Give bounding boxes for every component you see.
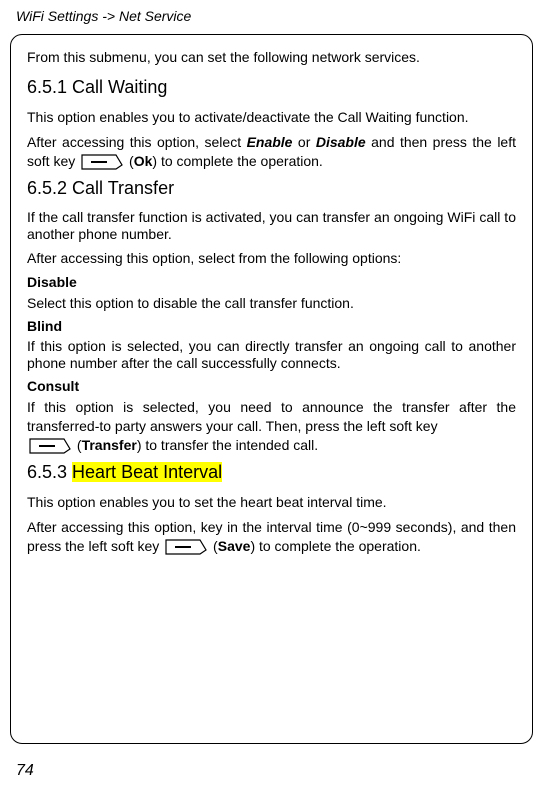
blind-option-desc: If this option is selected, you can dire… — [27, 338, 516, 372]
section-call-transfer-title: 6.5.2 Call Transfer — [27, 178, 516, 199]
section-number: 6.5.3 — [27, 462, 72, 482]
softkey-icon — [29, 436, 71, 456]
text-fragment: If this option is selected, you need to … — [27, 399, 516, 434]
disable-label: Disable — [316, 134, 366, 150]
consult-option-desc: If this option is selected, you need to … — [27, 398, 516, 456]
call-waiting-instruction: After accessing this option, select Enab… — [27, 133, 516, 172]
call-transfer-options-intro: After accessing this option, select from… — [27, 249, 516, 268]
consult-option-label: Consult — [27, 378, 516, 394]
text-fragment: or — [292, 134, 315, 150]
text-fragment: After accessing this option, select — [27, 134, 247, 150]
text-fragment: ) to transfer the intended call. — [137, 437, 318, 453]
highlighted-title: Heart Beat Interval — [72, 462, 222, 482]
text-fragment: ) to complete the operation. — [152, 153, 322, 169]
text-fragment: ( — [209, 538, 218, 554]
breadcrumb: WiFi Settings -> Net Service — [10, 8, 533, 24]
ok-label: Ok — [134, 153, 153, 169]
heartbeat-instruction: After accessing this option, key in the … — [27, 518, 516, 557]
blind-option-label: Blind — [27, 318, 516, 334]
disable-option-label: Disable — [27, 274, 516, 290]
call-transfer-desc: If the call transfer function is activat… — [27, 209, 516, 243]
enable-label: Enable — [247, 134, 293, 150]
section-heartbeat-title: 6.5.3 Heart Beat Interval — [27, 462, 516, 483]
softkey-icon — [81, 152, 123, 172]
save-label: Save — [218, 538, 251, 554]
softkey-icon — [165, 537, 207, 557]
text-fragment: ( — [125, 153, 134, 169]
text-fragment: ) to complete the operation. — [250, 538, 420, 554]
page-number: 74 — [16, 762, 34, 780]
text-fragment: ( — [73, 437, 82, 453]
transfer-label: Transfer — [82, 437, 137, 453]
call-waiting-desc: This option enables you to activate/deac… — [27, 108, 516, 127]
heartbeat-desc: This option enables you to set the heart… — [27, 493, 516, 512]
content-container: From this submenu, you can set the follo… — [10, 34, 533, 744]
disable-option-desc: Select this option to disable the call t… — [27, 294, 516, 313]
section-call-waiting-title: 6.5.1 Call Waiting — [27, 77, 516, 98]
intro-text: From this submenu, you can set the follo… — [27, 49, 516, 65]
